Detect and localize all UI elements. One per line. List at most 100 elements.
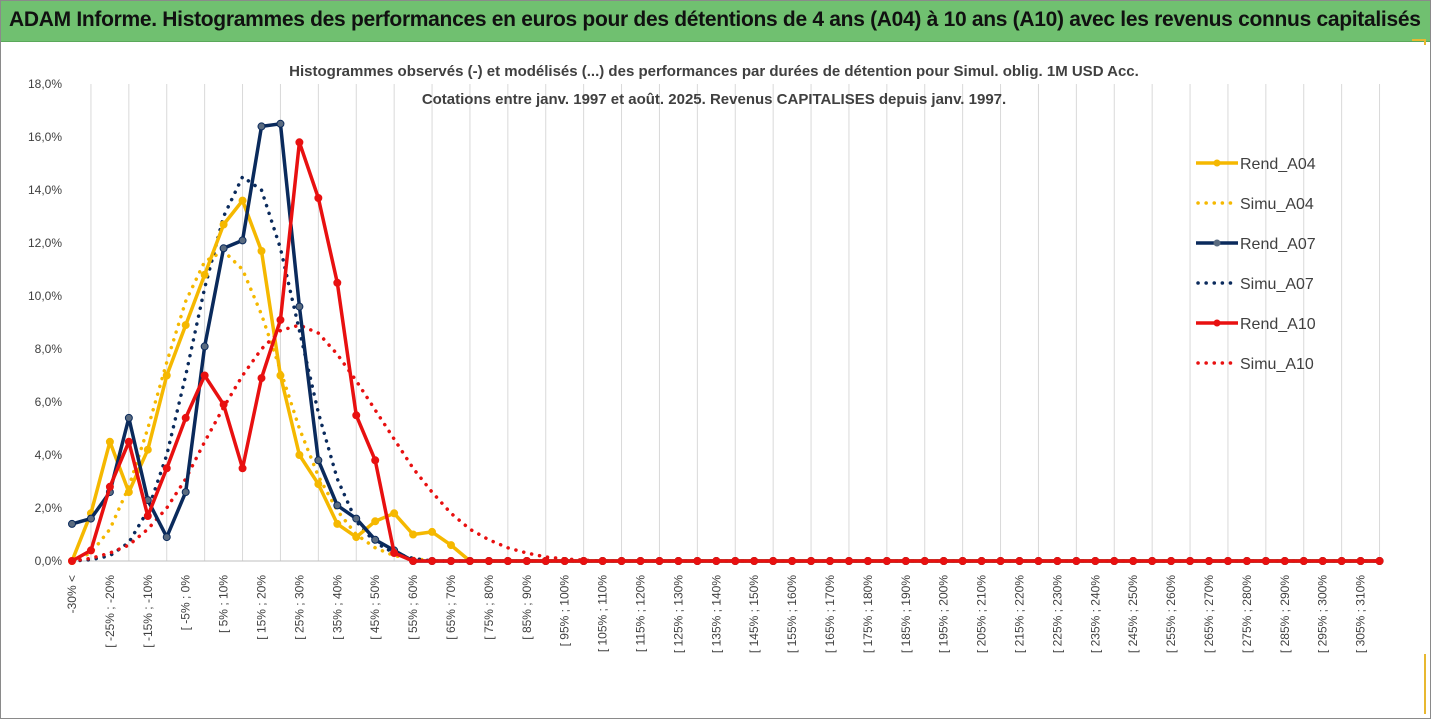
y-tick-label: 2,0% <box>35 501 63 515</box>
y-tick-label: 6,0% <box>35 395 63 409</box>
data-point <box>598 557 607 565</box>
data-point <box>844 557 853 565</box>
x-tick-label: [ 295% ; 300% <box>1316 575 1330 653</box>
data-point <box>1072 557 1081 565</box>
data-point <box>371 517 380 526</box>
data-point <box>276 119 285 128</box>
data-point <box>447 541 455 550</box>
data-point <box>996 557 1005 565</box>
data-point <box>105 482 114 491</box>
data-point <box>276 315 285 324</box>
y-tick-label: 0,0% <box>35 554 63 568</box>
data-point <box>219 244 228 253</box>
data-point <box>1129 557 1138 565</box>
data-point <box>219 400 228 409</box>
data-point <box>352 514 361 523</box>
data-point <box>882 557 891 565</box>
data-point <box>352 533 361 542</box>
data-point <box>693 557 702 565</box>
x-tick-label: [ 255% ; 260% <box>1164 575 1178 653</box>
data-point <box>1186 557 1195 565</box>
resize-handle-top <box>1412 39 1426 45</box>
y-tick-label: 16,0% <box>28 130 62 144</box>
x-tick-label: [ 85% ; 90% <box>520 575 534 640</box>
x-tick-label: [ 215% ; 220% <box>1013 575 1027 653</box>
data-point <box>86 546 95 555</box>
data-point <box>863 557 872 565</box>
data-point <box>314 480 323 489</box>
x-tick-label: [ 95% ; 100% <box>558 575 572 647</box>
data-point <box>181 413 190 422</box>
legend-entry-Simu_A10: Simu_A10 <box>1196 356 1314 373</box>
series-Rend_A07 <box>68 119 1384 565</box>
data-point <box>560 557 569 565</box>
data-point <box>428 557 437 565</box>
data-point <box>295 138 304 147</box>
report-title: ADAM Informe. Histogrammes des performan… <box>9 8 1421 31</box>
data-point <box>314 456 323 465</box>
x-tick-label: [ -15% ; -10% <box>141 575 155 648</box>
data-point <box>712 557 721 565</box>
data-point <box>295 302 304 311</box>
legend-marker <box>1213 319 1221 327</box>
legend-label: Simu_A07 <box>1240 276 1314 293</box>
x-tick-label: [ 55% ; 60% <box>406 575 420 640</box>
data-point <box>977 557 986 565</box>
y-tick-label: 14,0% <box>28 183 62 197</box>
series-line <box>70 198 1380 563</box>
data-point <box>238 196 247 205</box>
legend-marker <box>1213 239 1221 247</box>
data-point <box>1318 557 1327 565</box>
data-point <box>1223 557 1232 565</box>
x-tick-label: [ -25% ; -20% <box>103 575 117 648</box>
data-point <box>958 557 967 565</box>
data-point <box>314 194 323 202</box>
x-tick-label: [ 75% ; 80% <box>482 575 496 640</box>
x-tick-label: [ 205% ; 210% <box>975 575 989 653</box>
x-tick-label: [ 305% ; 310% <box>1354 575 1368 653</box>
y-tick-label: 12,0% <box>28 236 62 250</box>
x-tick-label: [ 135% ; 140% <box>709 575 723 653</box>
data-point <box>1091 557 1100 565</box>
data-point <box>276 371 285 380</box>
data-point <box>769 557 778 565</box>
resize-handle-bottom <box>1418 654 1426 714</box>
data-point <box>1261 557 1270 565</box>
legend-label: Rend_A04 <box>1240 156 1316 173</box>
y-tick-label: 18,0% <box>28 77 62 91</box>
series-Simu_A07 <box>70 174 1382 563</box>
data-point <box>352 411 361 420</box>
x-tick-label: [ 175% ; 180% <box>861 575 875 653</box>
x-tick-label: [ 275% ; 280% <box>1240 575 1254 653</box>
data-point <box>1110 557 1119 565</box>
x-tick-label: [ 225% ; 230% <box>1050 575 1064 653</box>
legend-entry-Rend_A04: Rend_A04 <box>1196 156 1316 173</box>
x-tick-label: [ 185% ; 190% <box>899 575 913 653</box>
data-point <box>200 342 209 351</box>
data-point <box>162 533 171 542</box>
data-point <box>788 557 797 565</box>
data-point <box>1337 557 1346 565</box>
data-point <box>68 557 76 565</box>
data-point <box>257 374 266 383</box>
data-point <box>655 557 664 565</box>
chart-title-line-1: Histogrammes observés (-) et modélisés (… <box>289 63 1139 80</box>
x-tick-label: [ 115% ; 120% <box>634 575 648 652</box>
data-point <box>390 509 399 518</box>
x-tick-label: [ 195% ; 200% <box>937 575 951 653</box>
data-point <box>674 557 683 565</box>
x-tick-label: [ 155% ; 160% <box>785 575 799 653</box>
legend-entry-Simu_A04: Simu_A04 <box>1196 196 1314 213</box>
chart-title: Histogrammes observés (-) et modélisés (… <box>289 63 1139 108</box>
legend-label: Rend_A07 <box>1240 236 1316 253</box>
data-point <box>219 220 228 229</box>
data-point <box>143 512 152 520</box>
legend-entry-Simu_A07: Simu_A07 <box>1196 276 1314 293</box>
data-point <box>238 464 247 473</box>
data-point <box>200 270 209 279</box>
data-point <box>200 371 209 380</box>
x-tick-label: [ 145% ; 150% <box>747 575 761 653</box>
x-tick-label: [ 265% ; 270% <box>1202 575 1216 653</box>
